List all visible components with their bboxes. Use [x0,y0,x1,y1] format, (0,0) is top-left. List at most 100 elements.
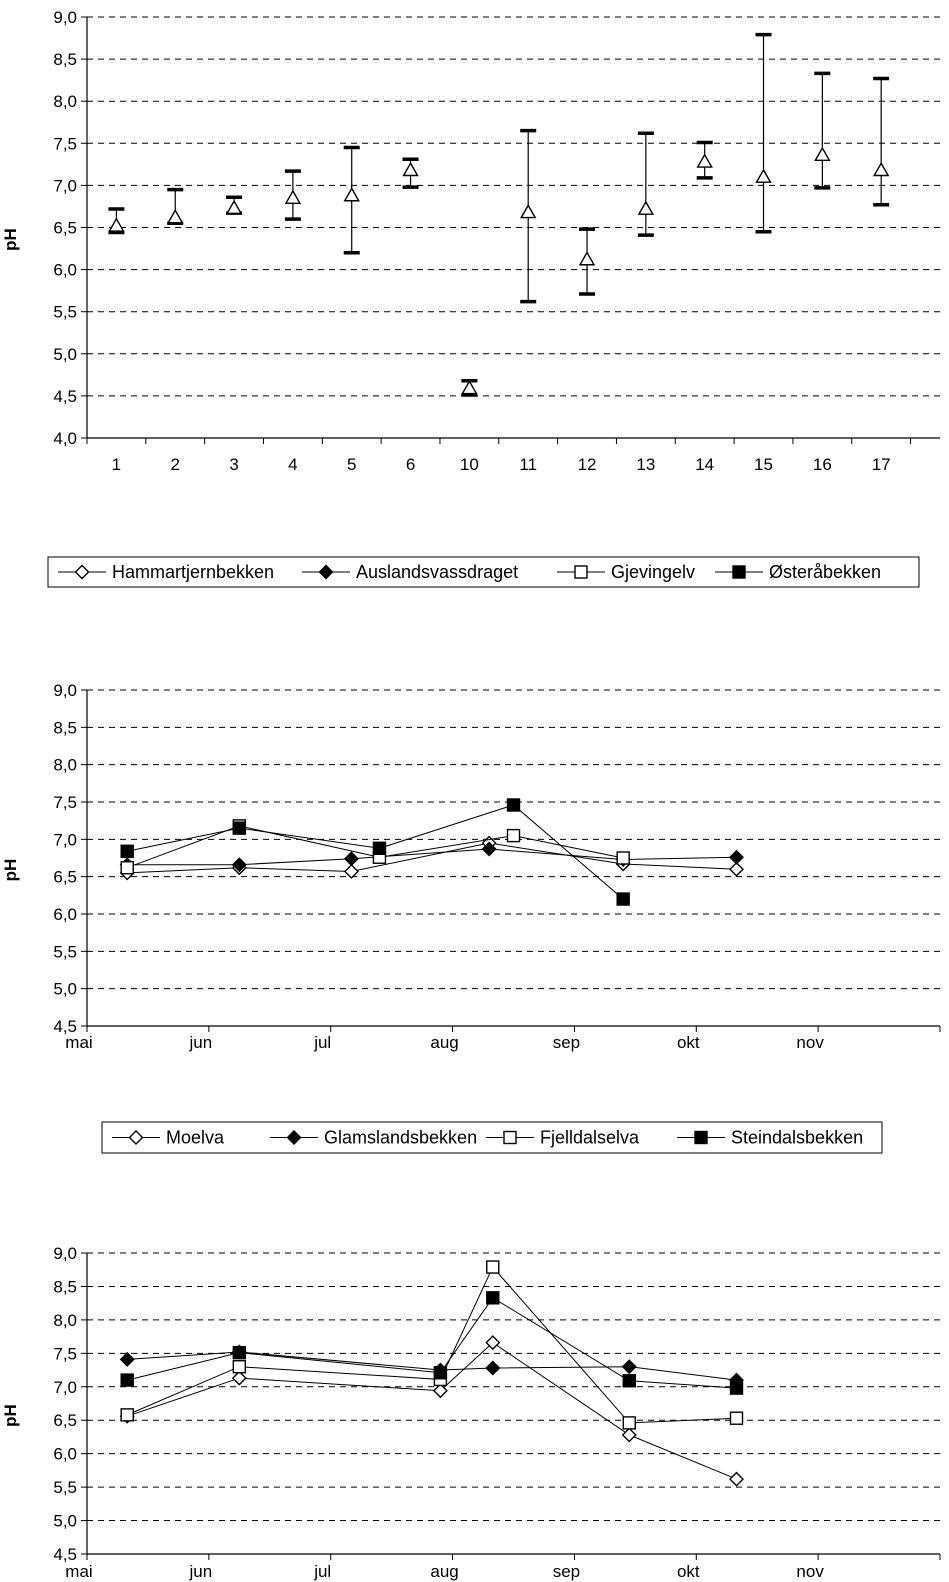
data-point [486,1260,500,1274]
data-point [729,1471,744,1487]
series-line [127,848,737,866]
ph-monthly-chart-1: 4,5 5,0 5,5 6,0 6,5 7,0 7,5 8,0 8,5 9,0 pH mai jun ju… [1,556,941,1052]
data-point [120,1408,134,1422]
data-point [120,844,134,858]
y-tick-label: 4,5 [53,387,77,406]
x-tick-label: 5 [347,455,356,474]
x-tick-label: mai [65,1562,92,1581]
data-point [231,857,247,873]
y-axis-title: pH [1,1404,20,1427]
data-point [729,1411,744,1425]
x-tick-label: nov [796,1033,824,1052]
x-tick-label: 4 [288,455,297,474]
legend-label: Moelva [166,1128,225,1148]
legend-label: Hammartjernbekken [112,562,274,582]
mean-marker [402,161,419,177]
mean-marker [637,200,655,215]
data-point [622,1374,636,1388]
data-point [506,828,521,843]
x-tick-label: 17 [872,455,891,474]
legend-swatch-marker [574,565,588,579]
y-tick-label: 7,5 [53,1344,77,1363]
x-tick-label: 12 [578,455,597,474]
data-point [481,841,497,857]
x-tick-label: 10 [460,455,479,474]
mean-marker [872,161,890,177]
mean-marker [696,153,713,168]
x-tick-label: jul [313,1033,331,1052]
data-point [621,1359,637,1375]
legend-swatch-marker [732,565,746,579]
data-point [119,1351,135,1367]
data-point [621,1427,637,1443]
series-1 [119,1344,744,1388]
data-point [433,1366,448,1380]
y-tick-label: 7,0 [53,176,77,195]
data-point [506,798,521,812]
mean-marker [755,168,772,183]
data-point [729,849,744,865]
legend-swatch-marker [128,1130,144,1145]
x-tick-label: jun [189,1562,213,1581]
data-point [432,1383,448,1399]
mean-marker [343,187,360,202]
y-tick-label: 9,0 [53,681,77,700]
series-3 [120,798,630,906]
mean-marker [814,146,831,162]
series-line [127,1266,737,1424]
data-point [616,851,630,865]
legend-box [47,556,920,588]
x-tick-label: nov [796,1562,824,1581]
y-axis-title: pH [1,228,20,251]
series-line [127,1297,737,1389]
data-point [343,863,359,879]
legend-swatch-marker [74,564,90,580]
data-point [232,1345,247,1360]
y-tick-label: 6,5 [53,1411,77,1430]
series-line [127,1341,737,1480]
legend-label: Østeråbekken [769,562,881,582]
x-tick-label: jun [189,1033,213,1052]
y-tick-label: 7,5 [53,134,77,153]
x-tick-label: sep [553,1033,580,1052]
data-point [231,1370,247,1386]
data-point [622,1416,636,1430]
mean-marker [461,379,478,395]
y-tick-label: 5,0 [53,980,77,999]
y-tick-label: 6,5 [53,868,77,887]
series-0 [119,835,744,881]
x-tick-label: okt [677,1562,700,1581]
series-line [127,1351,737,1381]
data-point [729,861,744,877]
y-tick-label: 8,5 [53,718,77,737]
y-tick-label: 8,5 [53,1277,77,1296]
legend: Moelva Glamslandsbekken Fjelldalselva Stein… [101,1121,883,1154]
data-point [616,892,630,906]
y-tick-label: 5,5 [53,1478,77,1497]
y-tick-label: 5,5 [53,303,77,322]
y-tick-label: 8,0 [53,92,77,111]
legend-swatch-marker [503,1130,517,1145]
data-point [120,861,134,875]
series-3 [120,1291,744,1395]
x-tick-label: aug [430,1033,458,1052]
y-tick-label: 6,0 [53,261,77,280]
x-tick-label: 1 [112,455,121,474]
x-tick-label: 14 [695,455,714,474]
x-tick-label: okt [677,1033,700,1052]
y-tick-label: 7,0 [53,830,77,849]
x-tick-label: sep [553,1562,580,1581]
x-tick-label: 6 [406,455,415,474]
y-tick-label: 9,0 [53,1244,77,1263]
y-tick-label: 6,0 [53,1445,77,1464]
mean-marker [225,199,243,215]
data-point [485,1335,501,1351]
y-tick-label: 8,0 [53,1311,77,1330]
mean-marker [520,203,537,219]
legend-label: Gjevingelv [611,562,695,582]
y-tick-label: 6,0 [53,905,77,924]
legend-label: Glamslandsbekken [324,1128,477,1148]
x-tick-label: 16 [813,455,832,474]
mean-marker [167,208,184,224]
